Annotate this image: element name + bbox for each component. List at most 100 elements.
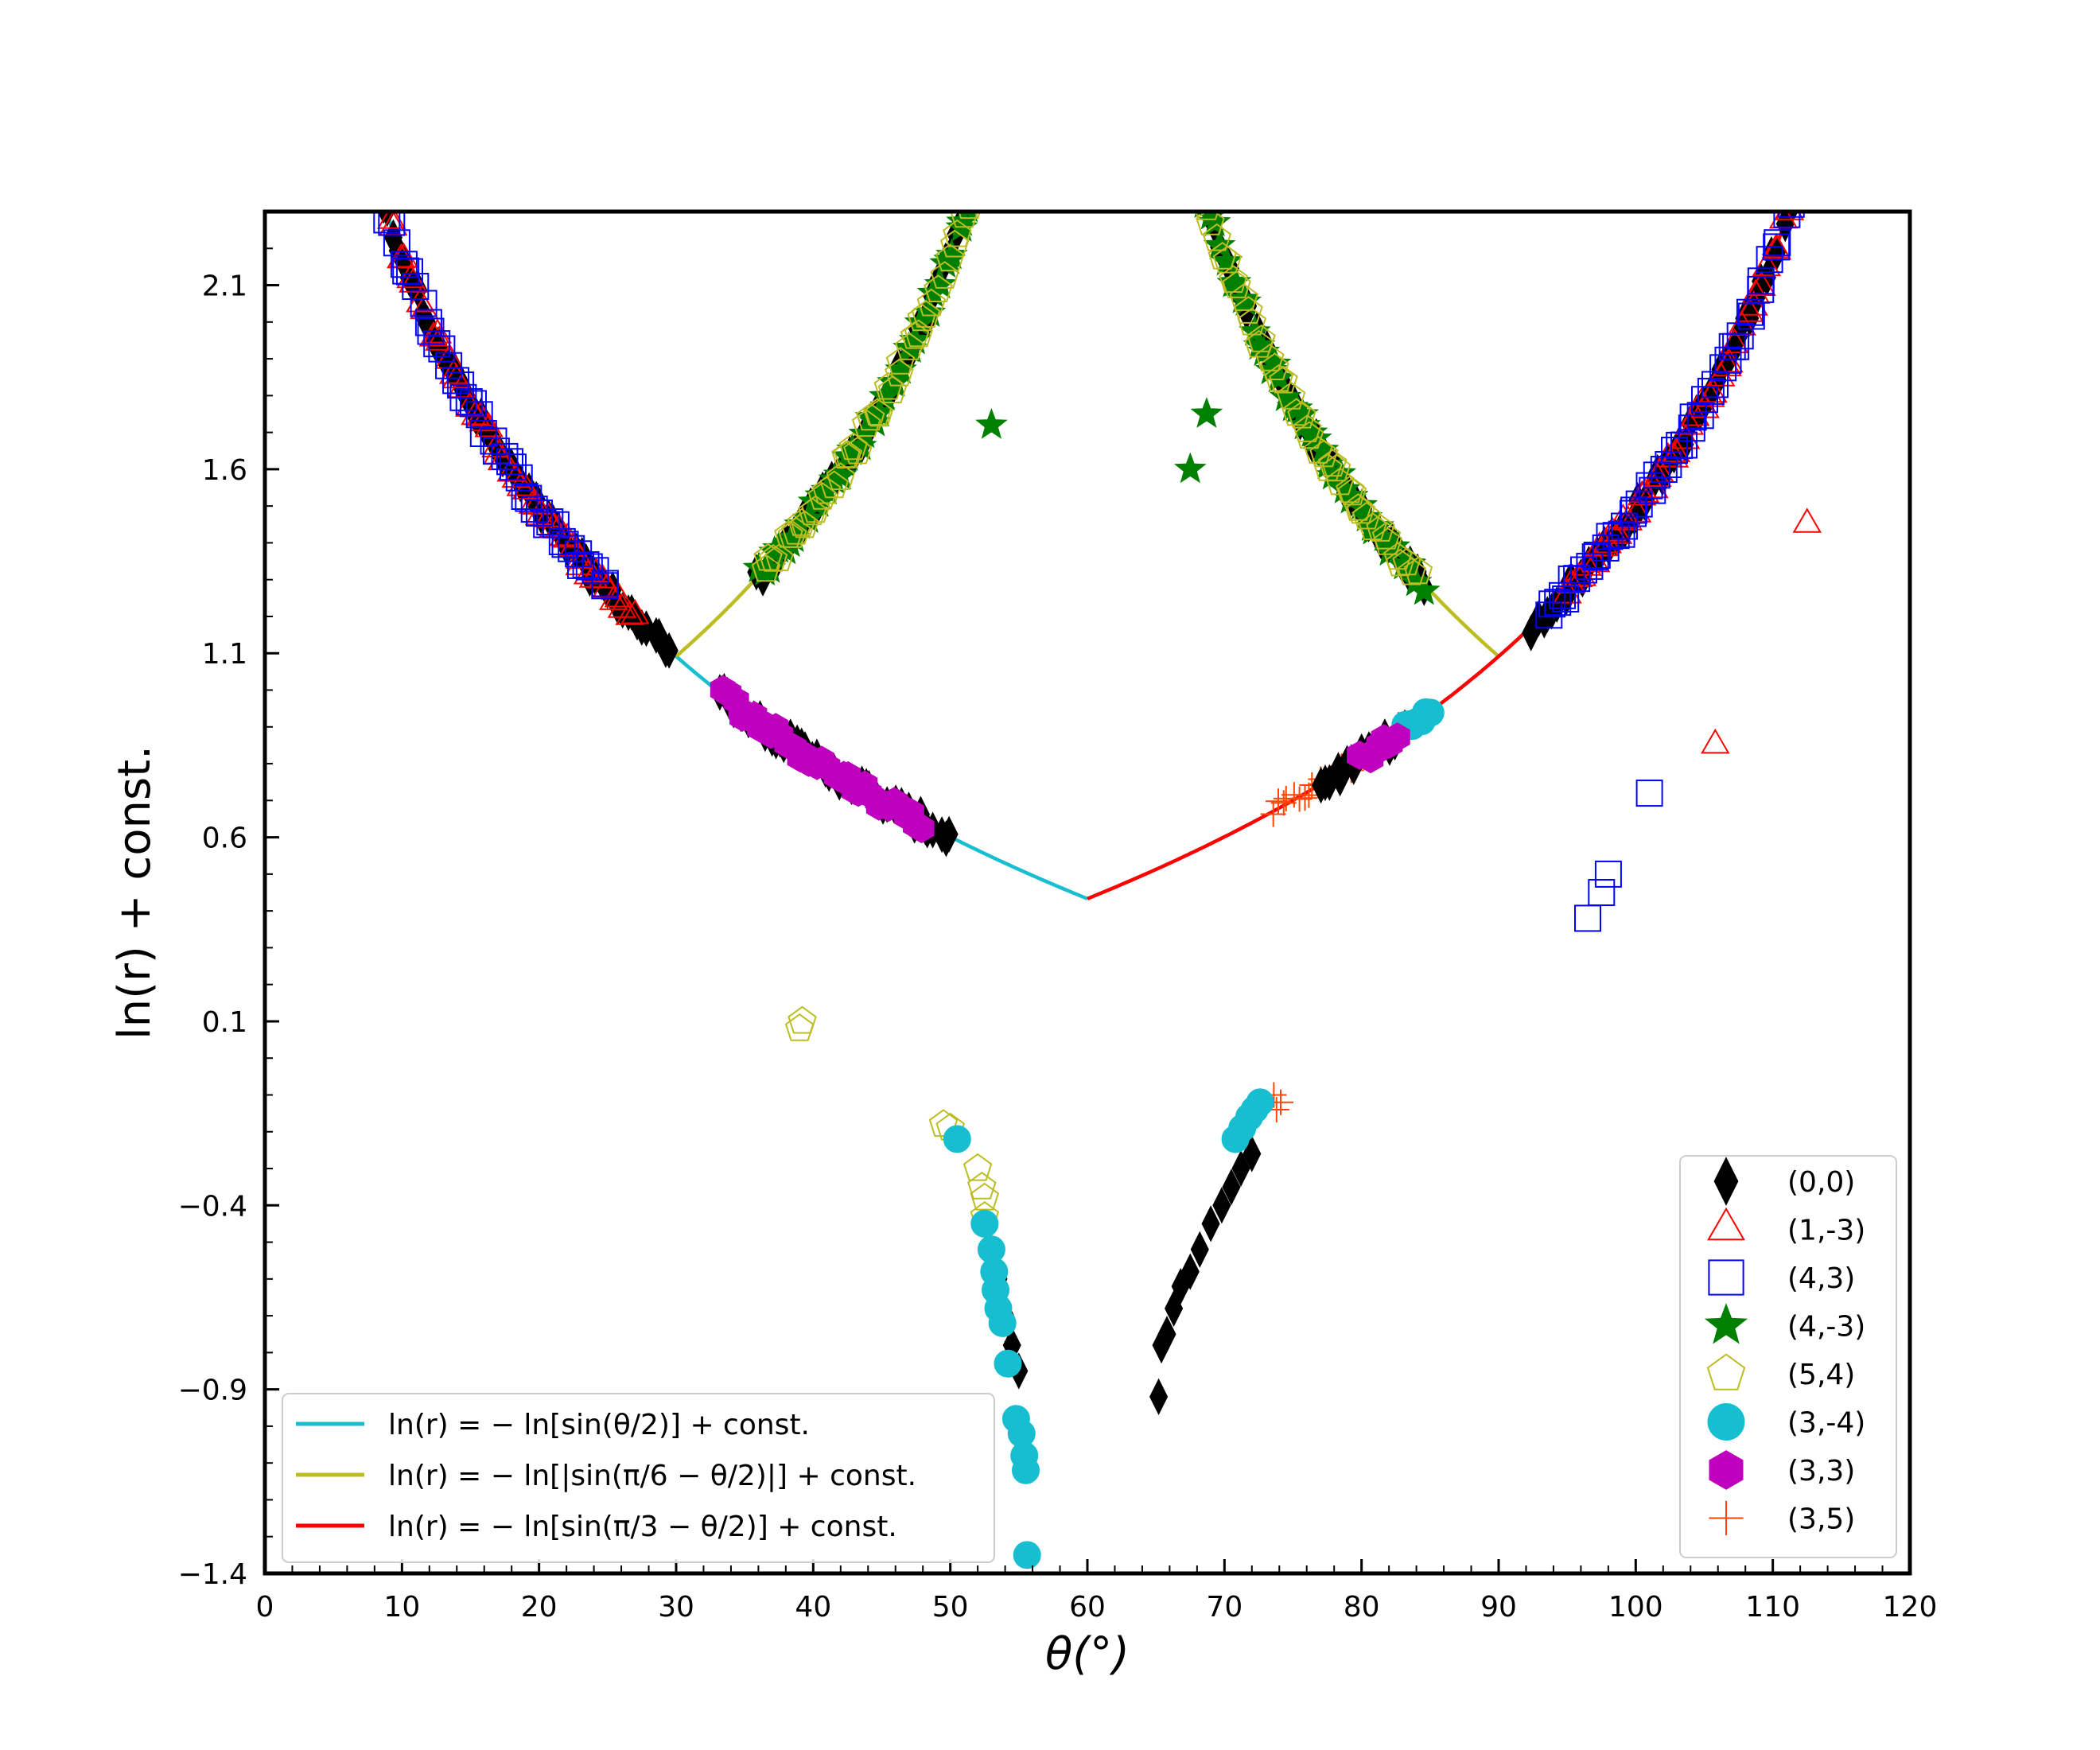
marker-5_4 [864,399,894,427]
marker-4_m3 [913,296,947,327]
marker-1_m3 [1792,508,1822,533]
marker-4_3 [505,464,533,492]
marker-5_4 [907,303,936,332]
x-tick-label: 30 [658,1591,694,1624]
marker-5_4 [885,346,916,375]
x-tick-label: 20 [521,1591,558,1624]
marker-4_3 [449,383,477,411]
marker-5_4 [1255,343,1285,371]
x-tick-label: 50 [932,1591,969,1624]
fit-legend-label: ln(r) = − ln[|sin(π/6 − θ/2)|] + const. [388,1460,916,1492]
marker-0_0 [939,815,959,853]
fit-legend-label: ln(r) = − ln[sin(θ/2)] + const. [388,1409,810,1441]
marker-3_5 [1292,785,1318,811]
marker-5_4 [1351,501,1382,530]
marker-1_m3 [604,582,634,608]
marker-5_4 [801,495,830,523]
marker-5_4 [1373,527,1402,555]
marker-4_3 [1726,322,1754,350]
series-legend-label: (0,0) [1787,1166,1855,1199]
marker-0_0 [1190,1231,1209,1268]
marker-5_4 [777,520,807,548]
marker-4_3 [1635,780,1663,807]
marker-4_3 [1574,904,1601,932]
marker-0_0 [1157,1316,1176,1353]
marker-3_m4 [1246,1088,1274,1117]
marker-5_4 [962,1153,993,1181]
marker-0_0 [1149,1378,1169,1416]
marker-5_4 [1244,329,1274,358]
marker-1_m3 [399,267,428,293]
x-tick-label: 90 [1480,1591,1517,1624]
marker-4_3 [542,511,570,539]
series-legend-label: (3,-4) [1787,1407,1865,1440]
marker-5_4 [1321,453,1351,482]
marker-4_3 [1549,581,1576,609]
marker-5_4 [1366,514,1395,542]
marker-4_3 [480,427,508,455]
marker-4_3 [396,258,423,286]
marker-4_3 [1764,229,1791,257]
marker-5_4 [1281,398,1311,426]
series-legend-marker [1709,1500,1744,1536]
marker-1_m3 [615,600,644,625]
y-tick-label: 2.1 [202,270,247,303]
marker-5_4 [1237,307,1267,336]
marker-1_m3 [376,212,406,229]
marker-3_3 [1384,722,1410,752]
fit-legend-box [282,1393,995,1563]
marker-5_4 [1294,421,1324,449]
marker-5_4 [826,462,856,491]
marker-4_3 [482,438,510,465]
marker-4_3 [410,290,438,317]
marker-5_4 [751,554,781,582]
series-legend-marker [1709,1450,1744,1490]
marker-5_4 [1229,283,1258,311]
marker-5_4 [1293,414,1322,442]
marker-3_m4 [1012,1456,1040,1484]
marker-4_3 [515,484,542,512]
marker-4_m3 [899,323,931,355]
marker-5_4 [935,243,965,272]
marker-5_4 [1222,270,1251,298]
marker-5_4 [1371,521,1402,550]
marker-5_4 [833,440,863,469]
series-legend-marker [1704,1303,1748,1344]
series-legend-label: (4,-3) [1787,1311,1865,1344]
marker-0_0 [1201,1205,1220,1242]
marker-4_3 [1602,522,1630,550]
marker-4_3 [526,500,553,527]
marker-5_4 [753,542,783,571]
scatter-markers [373,212,1822,1569]
y-axis: −1.4 −0.9 −0.4 0.1 0.6 1.1 1.6 2.1 [178,247,279,1591]
marker-5_4 [1318,449,1348,477]
marker-1_m3 [1752,251,1782,277]
marker-4_m3 [957,212,978,223]
marker-4_3 [1777,212,1805,218]
y-axis-title: ln(r) + const. [109,745,161,1040]
x-tick-label: 100 [1608,1591,1663,1624]
series-legend-label: (3,3) [1787,1455,1855,1488]
marker-4_3 [414,309,442,336]
marker-4_3 [496,448,523,476]
marker-4_3 [1643,461,1670,489]
marker-1_m3 [524,500,554,526]
marker-0_0 [1231,1149,1250,1188]
marker-3_m4 [970,1209,999,1238]
marker-4_3 [390,251,418,278]
marker-5_4 [797,497,827,526]
marker-1_m3 [620,599,650,624]
marker-4_3 [423,330,451,358]
marker-4_3 [1544,589,1572,616]
marker-4_3 [1686,402,1714,430]
marker-5_4 [788,1005,817,1034]
marker-5_4 [1358,512,1388,541]
marker-5_4 [1260,352,1289,380]
marker-4_3 [1661,437,1688,464]
marker-5_4 [1397,557,1426,585]
marker-4_3 [373,212,401,234]
marker-4_3 [591,570,619,597]
marker-5_4 [843,436,873,465]
marker-4_3 [1650,456,1678,483]
marker-1_m3 [1747,270,1776,296]
